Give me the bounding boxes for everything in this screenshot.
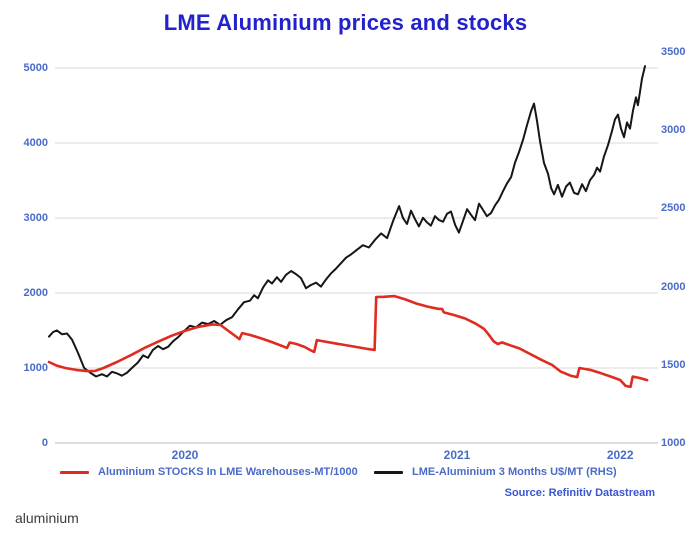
legend-item-price: LME-Aluminium 3 Months U$/MT (RHS)	[374, 464, 617, 480]
stocks-line-swatch	[60, 470, 89, 474]
y-axis-left-tick-label: 2000	[23, 287, 48, 299]
y-axis-left-tick-label: 1000	[23, 362, 48, 374]
x-axis-tick-label: 2021	[443, 448, 471, 462]
x-axis-tick-label: 2020	[171, 448, 199, 462]
y-axis-right-tick-label: 3500	[661, 46, 686, 58]
chart-title: LME Aluminium prices and stocks	[163, 10, 528, 35]
y-axis-right-tick-label: 2000	[661, 280, 686, 293]
y-axis-left-tick-label: 3000	[23, 212, 48, 224]
y-axis-left-tick-label: 0	[41, 437, 48, 449]
y-axis-right-tick-label: 3000	[661, 124, 686, 137]
legend-label-stocks: Aluminium STOCKS In LME Warehouses-MT/10…	[98, 466, 358, 478]
y-axis-left-tick-label: 5000	[23, 62, 48, 74]
y-axis-right-tick-label: 1000	[661, 437, 686, 449]
price-line-swatch	[374, 470, 403, 474]
legend: Aluminium STOCKS In LME Warehouses-MT/10…	[0, 464, 691, 480]
price-line-series	[48, 65, 646, 378]
legend-item-stocks: Aluminium STOCKS In LME Warehouses-MT/10…	[60, 464, 358, 480]
watermark-text: aluminium	[15, 510, 79, 526]
y-axis-right-tick-label: 1500	[661, 358, 686, 371]
y-axis-left-tick-label: 4000	[23, 137, 48, 149]
source-note: Source: Refinitiv Datastream	[504, 487, 655, 499]
stocks-line-series	[47, 294, 649, 389]
legend-label-price: LME-Aluminium 3 Months U$/MT (RHS)	[412, 466, 617, 478]
y-axis-right-tick-label: 2500	[661, 202, 686, 215]
x-axis-tick-label: 2022	[606, 448, 634, 462]
